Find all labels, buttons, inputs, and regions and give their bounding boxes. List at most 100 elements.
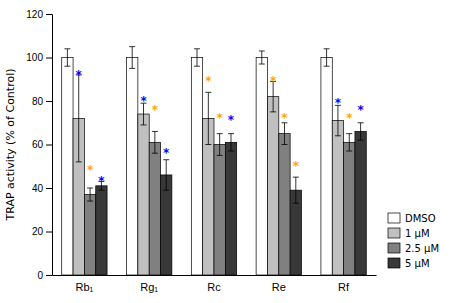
legend-item: 2.5 μM <box>388 243 439 254</box>
x-tick: Rf <box>338 275 350 293</box>
bar <box>256 58 267 276</box>
bar <box>279 134 290 275</box>
bar <box>332 121 343 275</box>
y-tick: 100 <box>26 52 52 63</box>
legend-label: 2.5 μM <box>405 243 439 254</box>
error-bar <box>87 188 93 201</box>
y-tick: 20 <box>32 226 52 237</box>
legend-item: 5 μM <box>388 258 430 269</box>
y-tick: 40 <box>32 183 52 194</box>
error-bar <box>358 123 364 140</box>
bar <box>62 58 73 276</box>
y-tick-label: 80 <box>32 96 44 107</box>
annotation: * <box>140 94 147 108</box>
annotation: * <box>76 68 83 82</box>
x-axis: Rb₁ Rg₁ Rc Re Rf <box>53 275 377 293</box>
error-bar <box>259 51 265 64</box>
annotation: * <box>346 111 353 125</box>
x-tick-label: Rb₁ <box>76 281 94 293</box>
y-axis: 0 20 40 60 80 100 120 <box>26 9 52 281</box>
legend-item: DMSO <box>388 213 436 224</box>
y-tick: 0 <box>37 270 52 281</box>
series <box>84 123 355 275</box>
error-bar <box>293 177 299 203</box>
bar <box>355 131 366 275</box>
x-tick: Rc <box>207 275 221 293</box>
x-tick-label: Re <box>272 281 286 293</box>
error-bar <box>76 75 82 162</box>
annotation: * <box>281 111 288 125</box>
legend-swatch <box>388 213 400 223</box>
marks <box>62 47 367 275</box>
error-bar <box>163 160 169 190</box>
error-bar <box>346 134 352 151</box>
y-tick-label: 120 <box>26 9 43 20</box>
legend-label: DMSO <box>405 213 436 224</box>
error-bar <box>64 49 70 66</box>
bar <box>149 142 160 275</box>
error-bar <box>324 49 330 66</box>
annotation: * <box>293 159 300 173</box>
y-tick-label: 100 <box>26 52 43 63</box>
y-tick-mark <box>46 275 52 276</box>
y-axis-line <box>46 15 53 276</box>
y-tick: 60 <box>32 139 52 150</box>
legend-item: 1 μM <box>388 228 430 239</box>
error-bar <box>129 47 135 69</box>
x-tick-label: Rc <box>207 281 221 293</box>
error-bar <box>217 134 223 156</box>
x-tick-label: Rg₁ <box>140 281 158 293</box>
legend-swatch <box>388 228 400 238</box>
y-tick-mark <box>46 188 52 189</box>
y-tick-mark <box>46 58 52 59</box>
chart: 0 20 40 60 80 100 120 Rb₁ Rg₁ Rc Re Rf * * * * * * * * * * * * *… <box>0 0 454 303</box>
legend-label: 1 μM <box>405 228 430 239</box>
bar <box>225 142 236 275</box>
series <box>96 123 367 275</box>
legend-swatch <box>388 258 400 268</box>
y-axis-title: TRAP activity (% of Control) <box>4 68 17 221</box>
y-tick-mark <box>46 14 52 15</box>
annotations: *************** <box>76 68 365 189</box>
annotation: * <box>98 174 105 188</box>
legend-swatch <box>388 243 400 253</box>
error-bar <box>152 131 158 153</box>
bar <box>96 186 107 275</box>
y-tick-mark <box>46 232 52 233</box>
x-tick: Re <box>272 275 286 293</box>
annotation: * <box>163 146 170 160</box>
error-bar <box>281 123 287 145</box>
y-tick-label: 20 <box>32 226 44 237</box>
bar <box>191 58 202 276</box>
annotation: * <box>335 96 342 110</box>
annotation: * <box>87 163 94 177</box>
error-bar <box>228 134 234 151</box>
plot: 0 20 40 60 80 100 120 Rb₁ Rg₁ Rc Re Rf * * * * * * * * * * * * *… <box>26 9 376 293</box>
annotation: * <box>357 103 364 117</box>
x-tick-label: Rf <box>338 281 350 293</box>
y-tick-mark <box>46 145 52 146</box>
annotation: * <box>152 103 159 117</box>
y-tick-label: 60 <box>32 139 44 150</box>
legend-label: 5 μM <box>405 258 430 269</box>
annotation: * <box>217 111 224 125</box>
y-tick-label: 0 <box>37 270 43 281</box>
error-bar <box>205 92 211 144</box>
series <box>62 47 333 275</box>
bar <box>344 142 355 275</box>
bar <box>321 58 332 276</box>
y-tick-label: 40 <box>32 183 44 194</box>
bar <box>267 97 278 275</box>
x-axis-line <box>53 275 377 276</box>
y-tick-mark <box>46 101 52 102</box>
annotation: * <box>270 74 277 88</box>
error-bar <box>194 49 200 66</box>
bar <box>84 195 95 275</box>
bar <box>214 145 225 276</box>
series <box>73 75 344 275</box>
annotation: * <box>228 113 235 127</box>
y-tick: 120 <box>26 9 52 20</box>
y-tick: 80 <box>32 96 52 107</box>
bar <box>138 114 149 275</box>
bar <box>127 58 138 276</box>
